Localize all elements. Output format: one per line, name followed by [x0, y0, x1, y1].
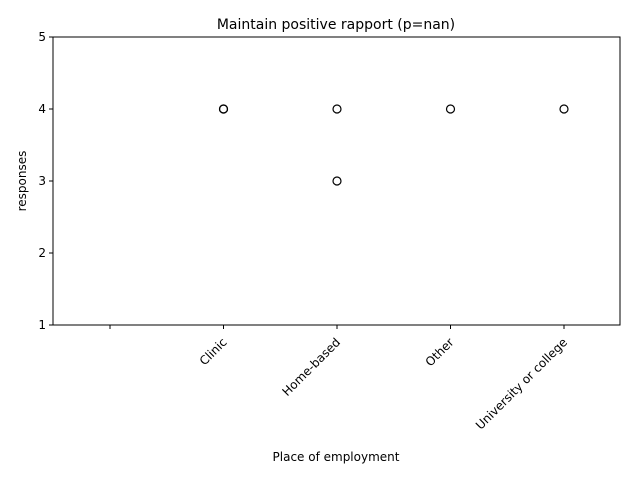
y-tick-label: 1: [38, 318, 46, 332]
outlier-point: [445, 104, 456, 114]
outlier-point: [332, 176, 342, 186]
outlier-point: [218, 104, 229, 114]
y-axis-label: responses: [15, 151, 29, 212]
x-axis-label: Place of employment: [273, 450, 400, 464]
y-tick-label: 5: [38, 30, 46, 44]
y-tick-label: 3: [38, 174, 46, 188]
outlier-points: [218, 104, 569, 186]
outlier-point: [332, 104, 342, 114]
chart-title: Maintain positive rapport (p=nan): [217, 17, 455, 33]
y-axis-ticks: 1 2 3 4 5: [38, 30, 53, 332]
y-tick-label: 2: [38, 246, 46, 260]
outlier-point: [559, 104, 569, 114]
y-tick-label: 4: [38, 102, 46, 116]
